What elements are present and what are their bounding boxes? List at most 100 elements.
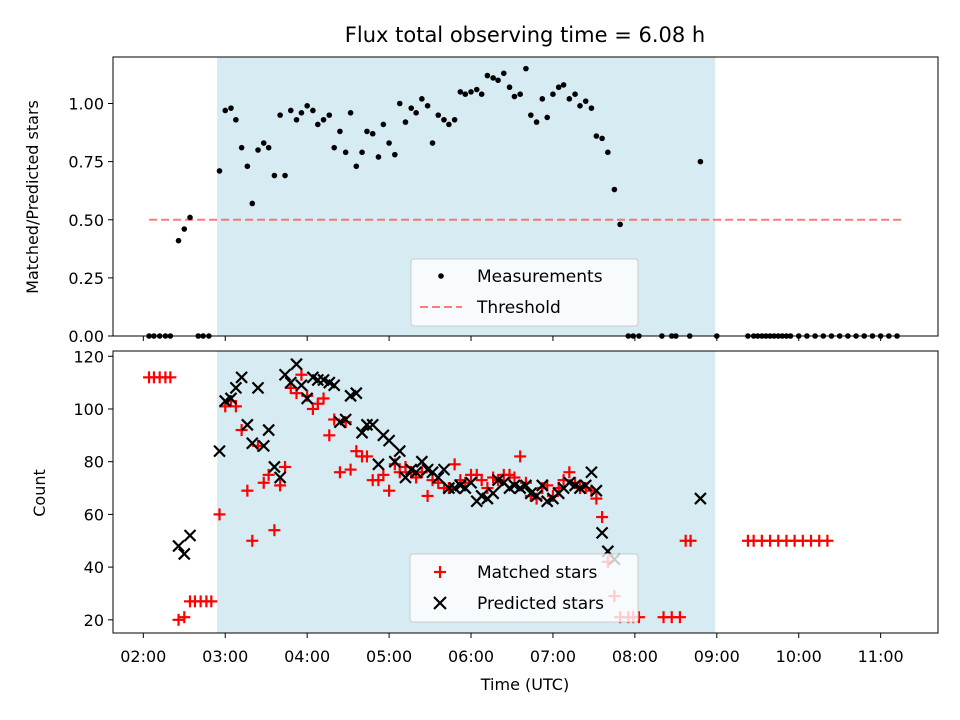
measurement-point [528,112,534,118]
bottom-x-tick-label: 06:00 [448,647,494,666]
measurement-point [369,130,376,137]
matched-star-point [360,450,373,463]
measurement-point [265,144,272,151]
measurement-point [181,226,188,232]
matched-star-point [295,368,308,381]
bottom-x-tick-label: 07:00 [530,647,576,666]
x-axis-label: Time (UTC) [480,675,569,694]
measurement-point [255,147,261,153]
legend-label-measurements: Measurements [477,267,603,287]
top-y-tick-label: 0.25 [68,269,104,288]
measurement-point [386,140,392,146]
predicted-star-point [393,444,407,458]
measurement-point [441,116,447,123]
measurement-point [287,107,294,114]
measurement-point [359,149,365,156]
top-y-axis-label: Matched/Predicted stars [23,100,42,294]
bottom-panel: 20 40 60 80 100 120 02:00 03:00 04:00 05:00 06:00… [30,347,939,694]
bottom-y-axis-label: Count [30,469,49,517]
top-legend-box [410,258,639,327]
measurement-point [282,172,288,179]
predicted-star-point [311,373,325,387]
measurement-point [539,96,546,102]
top-plot-frame [112,56,939,337]
top-x-ticks [142,336,882,341]
top-y-tick-label: 0.00 [68,327,104,346]
matched-star-point [684,534,697,547]
predicted-star-point [241,418,254,432]
measurement-point [457,89,464,95]
bottom-y-tick-label: 40 [84,558,104,577]
measurement-point [500,70,507,77]
matched-star-point [344,463,357,476]
bottom-x-tick-label: 10:00 [776,647,822,666]
predicted-star-point [262,423,275,437]
measurement-point [593,133,600,139]
predicted-star-point [399,471,412,484]
measurement-point [392,151,398,158]
measurement-point [342,149,349,156]
legend-marker-matched [434,566,446,578]
predicted-star-point [579,479,592,492]
measurement-point [222,107,229,114]
measurement-point [424,103,431,109]
measurement-point [419,96,425,102]
bottom-x-tick-label: 03:00 [202,647,248,666]
predicted-star-point [278,368,292,381]
predicted-star-point [273,471,287,484]
predicted-star-point [486,487,500,500]
matched-star-point [333,466,346,479]
measurement-point [175,237,182,244]
bottom-x-tick-label: 11:00 [858,647,904,666]
predicted-star-point [172,539,185,553]
matched-star-point [164,371,177,384]
measurement-point [446,121,452,128]
measurement-point [435,112,442,118]
measurement-point [544,114,551,121]
predicted-star-point [213,444,226,458]
predicted-star-point [235,371,248,384]
bottom-y-tick-label: 20 [84,611,104,630]
matched-star-point [274,479,287,492]
matched-star-point [241,484,254,497]
matched-star-point [317,392,330,405]
predicted-star-point [388,455,402,468]
measurement-point [238,144,245,151]
measurement-point [605,149,611,156]
matched-star-point [262,468,275,481]
bottom-y-tick-label: 80 [84,453,104,472]
measurement-point [599,135,605,142]
measurement-point [413,110,419,116]
predicted-star-point [372,458,385,471]
measurement-point [228,105,234,111]
predicted-star-point [290,357,303,371]
predicted-star-point [300,392,314,405]
measurement-point [611,186,618,193]
measurement-point [375,154,382,160]
measurement-point [495,77,501,84]
measurement-point [315,121,321,128]
matched-star-point [350,445,363,458]
bottom-x-tick-label: 05:00 [366,647,412,666]
predicted-star-point [224,392,238,405]
predicted-star-point [530,489,543,503]
bottom-x-axis: 02:00 03:00 04:00 05:00 06:00 07:00 08:00 09:00… [120,633,904,666]
bottom-legend: Matched stars Predicted stars [409,553,639,623]
matched-star-point [172,613,185,626]
predicted-star-point [257,439,271,453]
measurement-point [468,89,474,95]
measurement-point [347,110,354,116]
measurement-point [555,84,562,91]
predicted-star-point [295,378,308,392]
top-y-tick-label: 1.00 [68,95,104,114]
predicted-star-point [437,463,451,476]
predicted-star-point [595,526,609,540]
predicted-star-point [366,418,379,432]
measurement-point [451,116,458,123]
matched-star-point [246,534,259,547]
measurement-point [337,128,343,135]
matched-star-point [323,429,336,442]
bottom-y-axis: 20 40 60 80 100 120 [73,347,113,630]
measurement-point [326,112,333,118]
